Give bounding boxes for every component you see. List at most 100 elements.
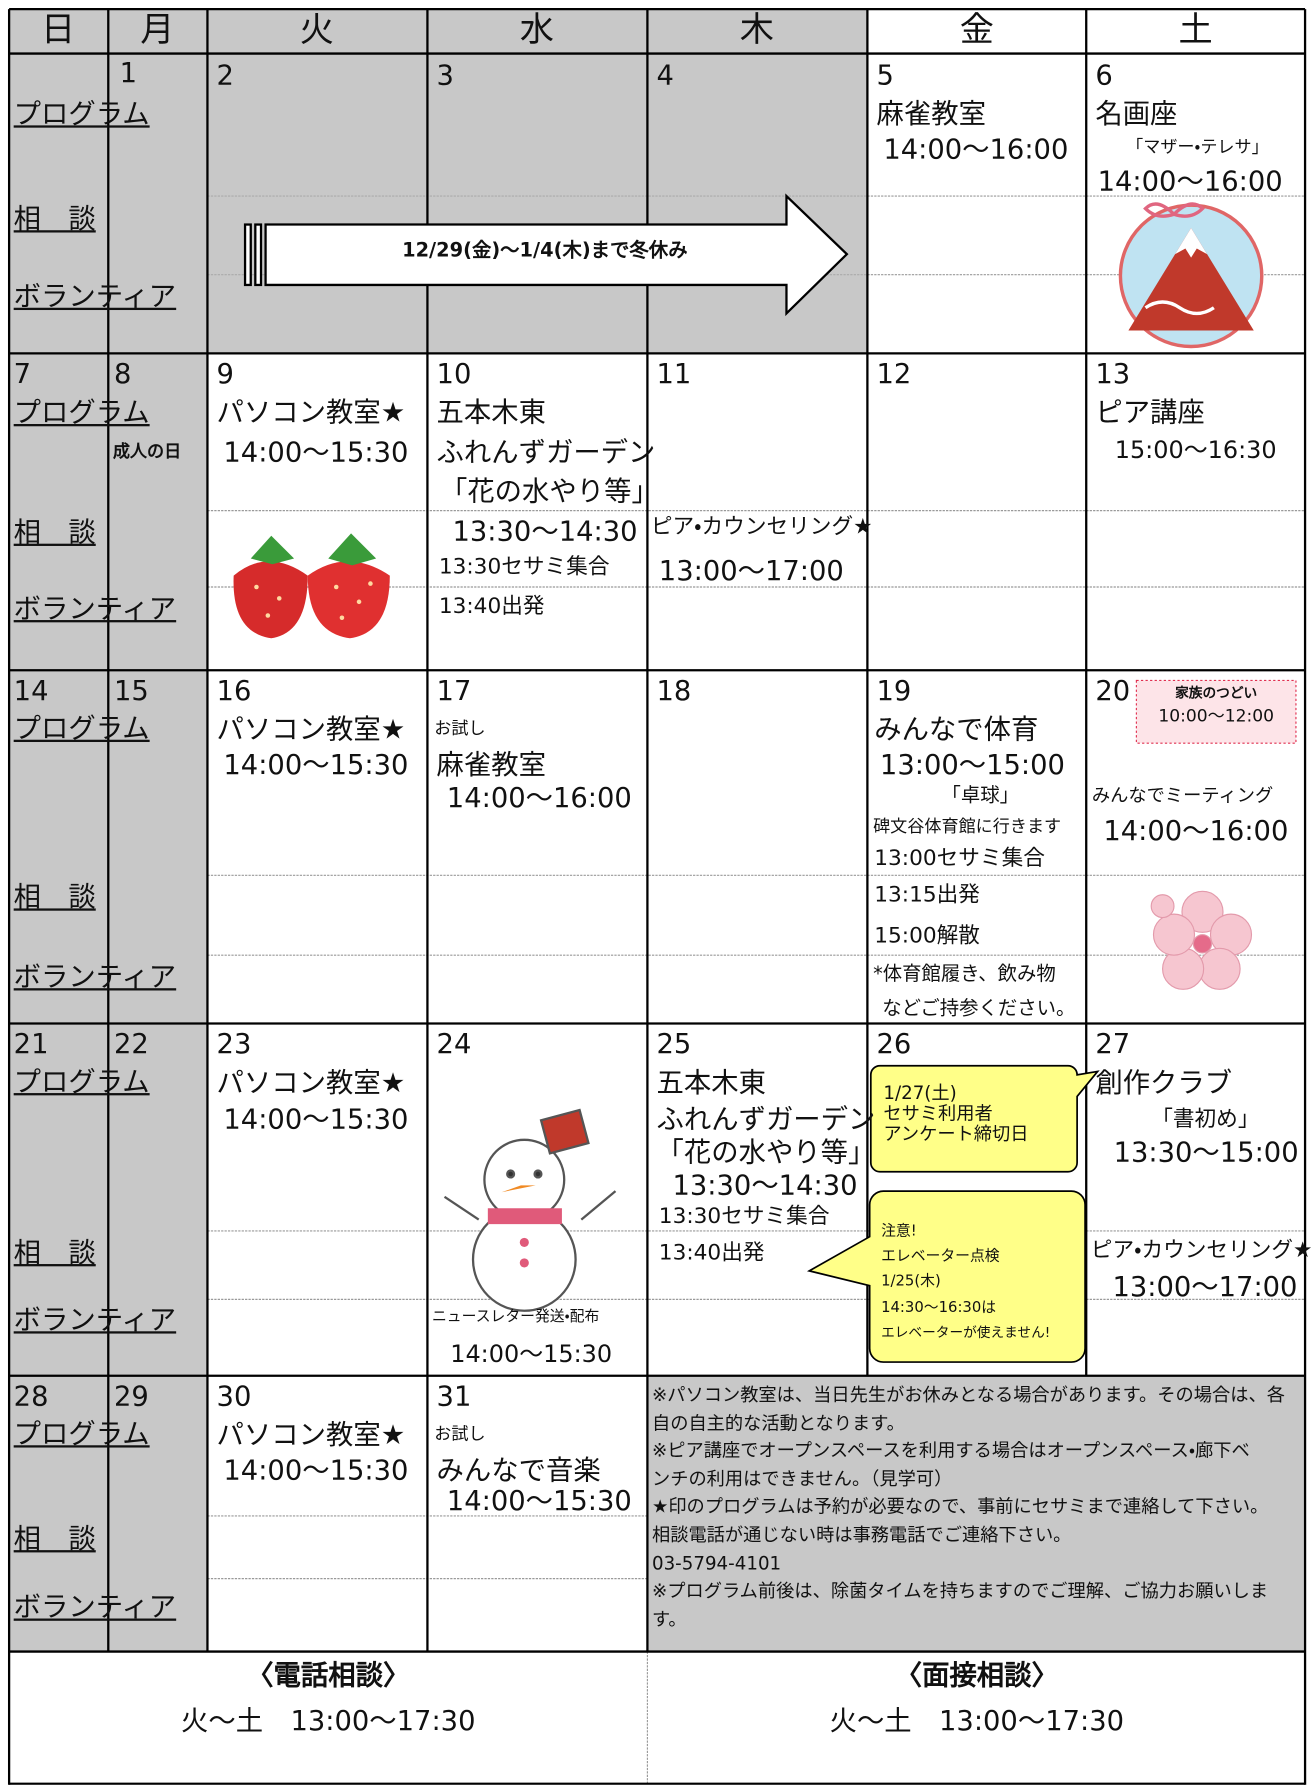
event: ニュースレター発送・配布 (431, 1308, 600, 1326)
row-label: ボランティア (13, 592, 177, 625)
row-label: ボランティア (13, 1303, 177, 1336)
date: 25 (656, 1028, 692, 1061)
date: 19 (876, 674, 912, 707)
note-line: ※パソコン教室は、当日先生がお休みとなる場合があります。その場合は、各 (651, 1383, 1285, 1406)
family-box (1135, 679, 1297, 744)
callout-text: エレベーター点検 (881, 1248, 1000, 1266)
row-label: 相 談 (13, 881, 96, 913)
date: 7 (13, 357, 32, 390)
event-time: 13:30〜14:30 (672, 1169, 858, 1202)
event-time: 14:00〜15:30 (223, 1454, 409, 1487)
event-time: 14:00〜16:00 (1103, 814, 1289, 847)
event: パソコン教室★ (216, 396, 406, 429)
callout-text: アンケート締切日 (883, 1122, 1029, 1145)
event: ふれんずガーデン (656, 1103, 876, 1136)
date: 12 (876, 357, 912, 390)
date: 23 (216, 1028, 252, 1061)
date: 30 (216, 1380, 252, 1413)
date: 18 (656, 674, 692, 707)
day-header: 木 (739, 10, 774, 51)
date: 2 (216, 59, 234, 92)
date: 16 (216, 674, 252, 707)
box-title: 家族のつどい (1175, 685, 1258, 701)
row-label: プログラム (13, 712, 150, 745)
event-detail: 碑文谷体育館に行きます (873, 816, 1062, 837)
date: 21 (13, 1028, 49, 1061)
footer-title: 〈面接相談〉 (894, 1659, 1059, 1692)
callout-text: 1/25(木) (881, 1273, 941, 1291)
note-line: ※ピア講座でオープンスペースを利用する場合はオープンスペース・廊下ベ (651, 1439, 1250, 1462)
day-header: 金 (959, 10, 994, 51)
date: 31 (436, 1380, 472, 1413)
event: 五本木東 (656, 1066, 766, 1099)
row-label: 相 談 (13, 202, 96, 235)
day-header: 土 (1178, 10, 1213, 51)
event-time: 14:00〜16:00 (446, 781, 632, 814)
event-detail: 13:30セサミ集合 (438, 553, 610, 580)
date: 11 (656, 357, 692, 390)
callout-text: 1/27(土) (883, 1081, 957, 1104)
event: ピア講座 (1095, 396, 1205, 429)
date: 17 (436, 674, 472, 707)
date: 13 (1095, 357, 1131, 390)
event-time: 14:00〜15:30 (223, 436, 409, 469)
event: みんなで音楽 (436, 1454, 601, 1487)
event-detail: お試し (434, 1423, 486, 1445)
event-detail: 13:40出発 (438, 593, 545, 619)
date: 9 (216, 357, 234, 390)
event: 麻雀教室 (436, 748, 546, 781)
strawberry-illustration (233, 533, 390, 639)
date: 15 (113, 674, 149, 707)
event-time: 14:00〜15:30 (223, 748, 409, 781)
date: 20 (1095, 674, 1131, 707)
event: ピア・カウンセリング★ (1090, 1237, 1313, 1263)
row-label: プログラム (13, 98, 150, 130)
row-label: 相 談 (13, 1522, 96, 1555)
event: 創作クラブ (1095, 1066, 1233, 1099)
event-detail: 「卓球」 (941, 784, 1019, 807)
event: みんなで体育 (874, 713, 1039, 746)
note-line: す。 (651, 1608, 687, 1630)
note-line: 03-5794-4101 (651, 1551, 782, 1574)
holiday-label: 成人の日 (112, 441, 182, 462)
event-detail: 13:40出発 (658, 1240, 765, 1266)
date: 6 (1095, 59, 1113, 92)
event-detail: *体育館履き、飲み物 (873, 963, 1056, 986)
event: パソコン教室★ (216, 1419, 406, 1451)
note-line: 相談電話が通じない時は事務電話でご連絡下さい。 (651, 1523, 1072, 1546)
event-time: 14:00〜16:00 (883, 133, 1069, 166)
callout-shapes (806, 1064, 1100, 1363)
event-time: 13:00〜17:00 (658, 555, 844, 587)
date: 22 (113, 1028, 149, 1061)
box-time: 10:00〜12:00 (1158, 705, 1274, 727)
callout-text: セサミ利用者 (883, 1102, 993, 1124)
row-label: プログラム (13, 396, 150, 429)
date: 10 (436, 357, 472, 390)
event: みんなでミーティング (1091, 784, 1274, 806)
day-header: 火 (299, 10, 334, 51)
sakura-illustration (1150, 890, 1253, 990)
footer-hours: 火〜土 13:00〜17:30 (181, 1705, 476, 1738)
callout-text: エレベーターが使えません! (881, 1324, 1051, 1341)
event: ふれんずガーデン (436, 436, 656, 469)
row-label: 相 談 (13, 516, 96, 549)
event-detail: などご持参ください。 (882, 997, 1076, 1021)
row-label: ボランティア (13, 280, 177, 313)
event-time: 14:00〜15:30 (446, 1485, 632, 1518)
date: 26 (876, 1028, 912, 1061)
date: 24 (436, 1028, 472, 1061)
date: 29 (113, 1380, 149, 1413)
date: 5 (876, 59, 894, 92)
event-time: 14:00〜15:30 (223, 1103, 409, 1136)
event-time: 13:00〜17:00 (1112, 1270, 1298, 1303)
note-line: ンチの利用はできません。（見学可） (651, 1467, 953, 1490)
event-detail: 「マザー・テレサ」 (1126, 136, 1269, 158)
row-label: プログラム (13, 1417, 150, 1450)
date: 8 (113, 357, 132, 390)
event: 「花の水やり等」 (439, 475, 659, 508)
event: パソコン教室★ (216, 1066, 406, 1099)
snowman-illustration (443, 1108, 617, 1312)
event-detail: 13:00セサミ集合 (874, 845, 1045, 871)
callout-text: 14:30〜16:30は (881, 1299, 997, 1317)
